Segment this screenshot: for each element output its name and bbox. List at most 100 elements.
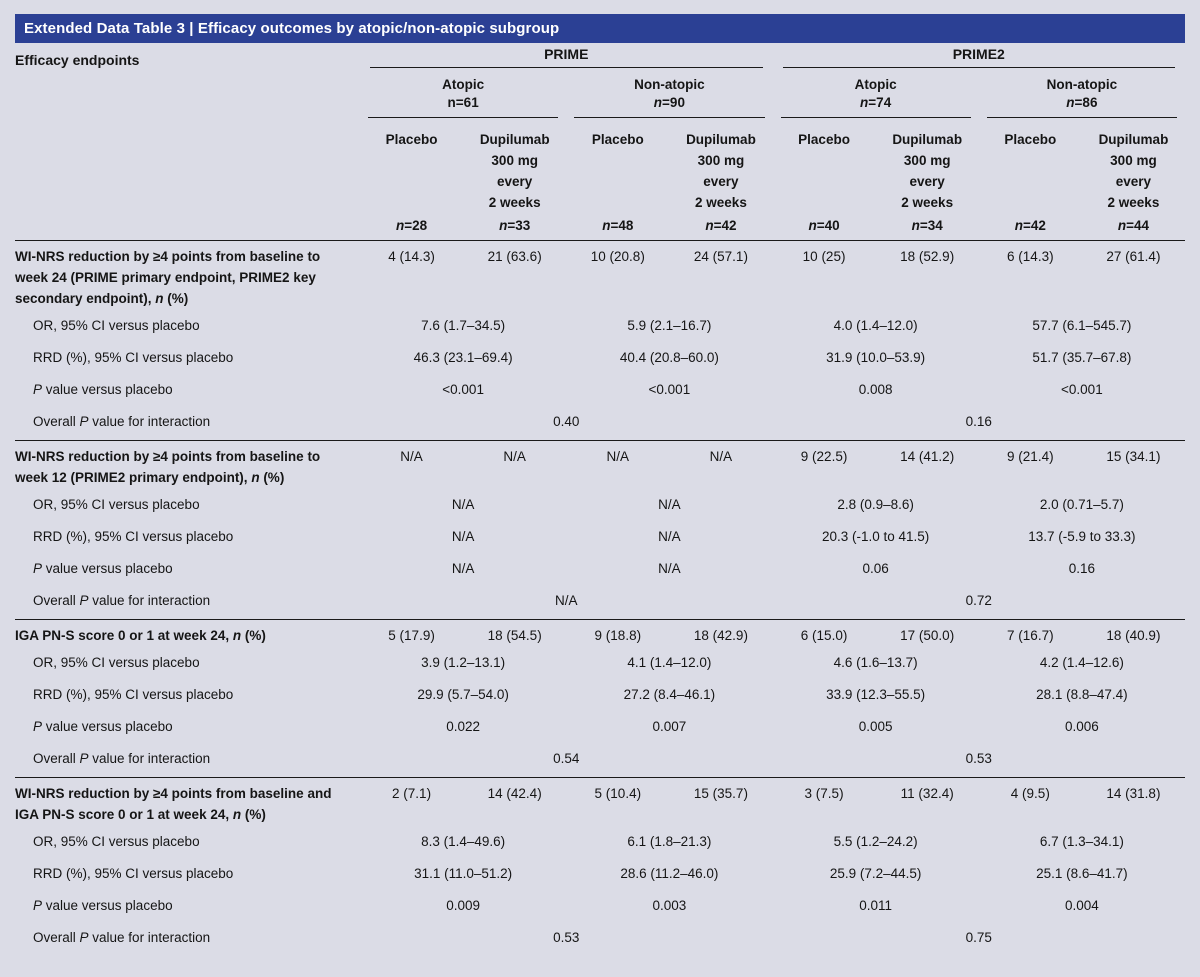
data-cell: 31.9 (10.0–53.9) <box>826 349 926 365</box>
data-cell: 4 (14.3) <box>388 249 435 264</box>
pvalue-label: P value versus placebo <box>33 897 173 913</box>
subgroup-n: n=90 <box>653 94 685 110</box>
efficacy-outcomes-table: Efficacy endpoints PRIME PRIME2 Atopic n… <box>15 45 1185 956</box>
arm-header-placebo-prime-nonatopic: Placebo n=48 <box>566 129 669 236</box>
data-cell: N/A <box>400 449 423 464</box>
overall-pvalue-row: Overall P value for interaction 0.40 0.1… <box>15 405 1185 437</box>
data-cell: 0.72 <box>965 592 992 608</box>
rrd-row: RRD (%), 95% CI versus placebo N/A N/A 2… <box>15 520 1185 552</box>
data-cell: 0.006 <box>1064 718 1099 734</box>
overall-pvalue-label: Overall P value for interaction <box>33 750 211 766</box>
arm-name: Dupilumab 300 mg every 2 weeks <box>686 132 756 210</box>
data-cell: 2.0 (0.71–5.7) <box>1039 496 1124 512</box>
or-label: OR, 95% CI versus placebo <box>33 654 200 670</box>
data-cell: 33.9 (12.3–55.5) <box>826 686 926 702</box>
data-cell: N/A <box>503 449 526 464</box>
pvalue-label: P value versus placebo <box>33 381 173 397</box>
data-cell: 4.6 (1.6–13.7) <box>833 654 918 670</box>
data-cell: N/A <box>451 528 475 544</box>
subgroup-label: Non-atopic <box>1046 77 1118 92</box>
arm-n: n=40 <box>808 218 840 233</box>
data-cell: N/A <box>451 560 475 576</box>
endpoint-label: IGA PN-S score 0 or 1 at week 24, n (%) <box>15 628 266 643</box>
arm-n: n=42 <box>705 218 737 233</box>
arm-name: Placebo <box>798 132 850 147</box>
overall-pvalue-row: Overall P value for interaction N/A 0.72 <box>15 584 1185 616</box>
data-cell: 6.7 (1.3–34.1) <box>1039 833 1124 849</box>
data-cell: 0.009 <box>446 897 481 913</box>
subgroup-n: n=74 <box>860 94 892 110</box>
spacer <box>15 76 360 118</box>
endpoint-label: WI-NRS reduction by ≥4 points from basel… <box>15 249 321 306</box>
data-cell: 0.16 <box>1068 560 1096 576</box>
trial-header-prime: PRIME <box>370 46 763 68</box>
arm-header-dupilumab-prime-nonatopic: Dupilumab 300 mg every 2 weeks n=42 <box>669 129 772 236</box>
arm-name: Dupilumab 300 mg every 2 weeks <box>892 132 963 210</box>
data-cell: 4.0 (1.4–12.0) <box>833 317 918 333</box>
table-header: Efficacy endpoints PRIME PRIME2 Atopic n… <box>15 45 1185 241</box>
pvalue-row: P value versus placebo N/A N/A 0.06 0.16 <box>15 552 1185 584</box>
pvalue-label: P value versus placebo <box>33 560 173 576</box>
data-cell: 14 (42.4) <box>487 786 542 801</box>
data-cell: 9 (21.4) <box>1007 449 1054 464</box>
data-cell: 3 (7.5) <box>804 786 844 801</box>
table-title: Extended Data Table 3 | Efficacy outcome… <box>24 20 560 37</box>
data-cell: 0.007 <box>652 718 687 734</box>
spacer <box>15 129 360 236</box>
subgroup-n: n=86 <box>1066 94 1098 110</box>
data-cell: N/A <box>709 449 733 464</box>
data-cell: 40.4 (20.8–60.0) <box>619 349 719 365</box>
data-cell: 14 (31.8) <box>1106 786 1161 801</box>
arm-header-dupilumab-prime2-nonatopic: Dupilumab 300 mg every 2 weeks n=44 <box>1082 129 1185 236</box>
data-cell: 5.5 (1.2–24.2) <box>833 833 918 849</box>
data-cell: 21 (63.6) <box>487 249 542 264</box>
pvalue-row: P value versus placebo <0.001 <0.001 0.0… <box>15 373 1185 405</box>
data-cell: 27 (61.4) <box>1106 249 1161 264</box>
data-cell: 14 (41.2) <box>900 449 955 464</box>
data-cell: 0.022 <box>446 718 481 734</box>
or-label: OR, 95% CI versus placebo <box>33 496 200 512</box>
data-cell: 11 (32.4) <box>900 786 954 801</box>
subgroup-label: Atopic <box>442 77 485 92</box>
endpoint-label: WI-NRS reduction by ≥4 points from basel… <box>15 786 332 822</box>
or-row: OR, 95% CI versus placebo N/A N/A 2.8 (0… <box>15 488 1185 520</box>
section-winrs-and-iga-week24: WI-NRS reduction by ≥4 points from basel… <box>15 777 1185 956</box>
subgroup-label: Atopic <box>854 77 897 92</box>
or-row: OR, 95% CI versus placebo 7.6 (1.7–34.5)… <box>15 309 1185 341</box>
data-cell: 31.1 (11.0–51.2) <box>414 865 513 881</box>
arm-n: n=48 <box>602 218 634 233</box>
data-cell: 15 (34.1) <box>1106 449 1161 464</box>
data-cell: <0.001 <box>442 381 484 397</box>
data-cell: 28.1 (8.8–47.4) <box>1036 686 1128 702</box>
data-cell: N/A <box>554 592 578 608</box>
endpoint-row: WI-NRS reduction by ≥4 points from basel… <box>15 446 1185 488</box>
data-cell: 3.9 (1.2–13.1) <box>421 654 506 670</box>
rrd-label: RRD (%), 95% CI versus placebo <box>33 865 234 881</box>
arm-name: Placebo <box>1004 132 1057 147</box>
overall-pvalue-label: Overall P value for interaction <box>33 413 211 429</box>
data-cell: 20.3 (-1.0 to 41.5) <box>821 528 930 544</box>
data-cell: 4.2 (1.4–12.6) <box>1039 654 1124 670</box>
data-cell: 2 (7.1) <box>392 786 432 801</box>
data-cell: 0.75 <box>965 929 992 945</box>
data-cell: 28.6 (11.2–46.0) <box>620 865 719 881</box>
data-cell: 9 (18.8) <box>594 628 642 643</box>
subgroup-header-row: Atopic n=61 Non-atopic n=90 Atopic n=74 … <box>15 76 1185 118</box>
data-cell: 8.3 (1.4–49.6) <box>421 833 506 849</box>
data-cell: 7.6 (1.7–34.5) <box>421 317 506 333</box>
data-cell: 2.8 (0.9–8.6) <box>837 496 914 512</box>
data-cell: 9 (22.5) <box>800 449 848 464</box>
data-cell: <0.001 <box>1061 381 1103 397</box>
data-cell: 10 (20.8) <box>590 249 645 264</box>
data-cell: 7 (16.7) <box>1007 628 1054 643</box>
subgroup-n: n=61 <box>447 94 479 110</box>
data-cell: N/A <box>606 449 630 464</box>
subgroup-header-prime2-nonatopic: Non-atopic n=86 <box>986 76 1177 118</box>
arm-name: Dupilumab 300 mg every 2 weeks <box>1098 132 1169 210</box>
data-cell: 51.7 (35.7–67.8) <box>1032 349 1132 365</box>
endpoints-column-header: Efficacy endpoints <box>15 52 140 68</box>
section-winrs-week12: WI-NRS reduction by ≥4 points from basel… <box>15 440 1185 619</box>
data-cell: 6.1 (1.8–21.3) <box>627 833 712 849</box>
data-cell: 0.54 <box>553 750 580 766</box>
